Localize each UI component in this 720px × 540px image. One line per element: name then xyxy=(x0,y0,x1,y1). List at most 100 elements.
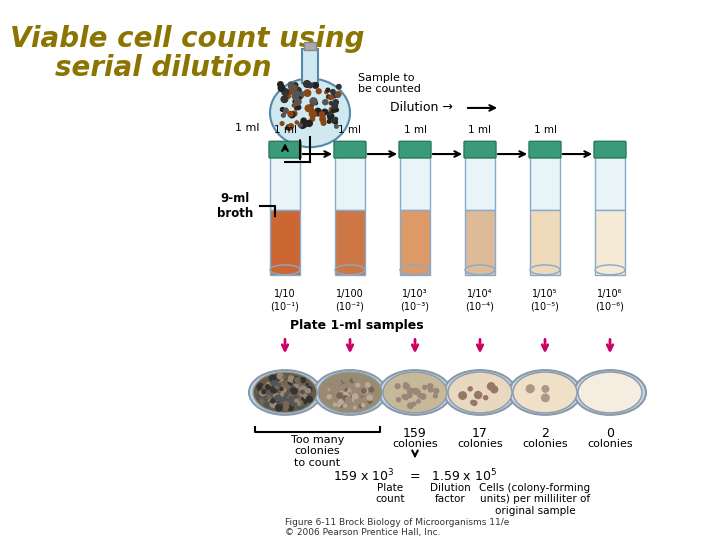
FancyBboxPatch shape xyxy=(270,157,300,210)
Circle shape xyxy=(330,392,335,397)
Circle shape xyxy=(297,403,302,409)
Circle shape xyxy=(420,394,426,399)
Circle shape xyxy=(332,108,336,112)
Circle shape xyxy=(339,385,345,390)
Ellipse shape xyxy=(530,265,560,275)
Circle shape xyxy=(344,390,349,396)
Ellipse shape xyxy=(448,372,512,413)
Circle shape xyxy=(282,404,284,407)
Circle shape xyxy=(278,384,281,386)
Circle shape xyxy=(468,387,472,391)
Circle shape xyxy=(325,390,330,395)
Text: 159: 159 xyxy=(403,427,427,440)
Circle shape xyxy=(336,84,341,89)
Circle shape xyxy=(354,407,356,409)
Ellipse shape xyxy=(400,265,430,275)
Circle shape xyxy=(294,395,297,397)
Text: 2: 2 xyxy=(541,427,549,440)
FancyBboxPatch shape xyxy=(269,141,301,158)
Text: Sample to
be counted: Sample to be counted xyxy=(358,72,421,94)
Ellipse shape xyxy=(578,372,642,413)
Circle shape xyxy=(262,386,266,390)
Circle shape xyxy=(288,376,294,382)
Circle shape xyxy=(289,375,291,377)
Circle shape xyxy=(279,384,284,390)
Circle shape xyxy=(310,117,315,121)
Circle shape xyxy=(300,392,305,396)
Circle shape xyxy=(315,111,320,116)
Circle shape xyxy=(367,395,372,400)
Circle shape xyxy=(260,389,266,395)
Circle shape xyxy=(312,83,318,88)
Circle shape xyxy=(284,402,287,404)
Text: 0: 0 xyxy=(606,427,614,440)
FancyBboxPatch shape xyxy=(400,157,430,210)
Circle shape xyxy=(270,381,274,385)
Circle shape xyxy=(280,403,283,406)
Circle shape xyxy=(359,394,363,398)
Circle shape xyxy=(304,395,307,399)
Circle shape xyxy=(351,395,356,401)
Circle shape xyxy=(305,105,312,112)
Circle shape xyxy=(346,401,351,406)
Circle shape xyxy=(361,403,365,407)
Circle shape xyxy=(338,377,341,380)
Circle shape xyxy=(298,380,300,382)
Circle shape xyxy=(288,111,293,117)
Circle shape xyxy=(267,395,271,399)
Circle shape xyxy=(330,90,335,94)
Circle shape xyxy=(282,89,289,96)
Circle shape xyxy=(353,377,359,382)
Circle shape xyxy=(346,397,351,403)
Circle shape xyxy=(316,89,321,93)
Circle shape xyxy=(298,390,304,395)
Circle shape xyxy=(287,393,292,398)
Circle shape xyxy=(369,387,374,392)
Circle shape xyxy=(295,384,298,387)
Circle shape xyxy=(271,399,275,403)
Circle shape xyxy=(282,113,285,117)
Circle shape xyxy=(286,377,289,381)
Circle shape xyxy=(526,385,534,393)
Circle shape xyxy=(428,388,433,392)
Circle shape xyxy=(280,394,283,396)
Circle shape xyxy=(295,376,297,379)
Circle shape xyxy=(303,398,309,403)
Circle shape xyxy=(274,382,282,389)
Circle shape xyxy=(297,378,300,381)
Circle shape xyxy=(281,400,284,403)
Circle shape xyxy=(335,108,338,112)
Circle shape xyxy=(339,405,342,408)
Circle shape xyxy=(290,386,295,390)
Circle shape xyxy=(291,388,297,394)
Circle shape xyxy=(262,390,266,394)
Circle shape xyxy=(417,400,420,403)
Circle shape xyxy=(296,400,299,403)
Circle shape xyxy=(319,112,325,117)
Circle shape xyxy=(269,383,273,387)
Circle shape xyxy=(280,393,284,396)
Circle shape xyxy=(329,102,333,105)
Text: colonies: colonies xyxy=(457,438,503,449)
Circle shape xyxy=(304,90,310,96)
Circle shape xyxy=(328,113,334,119)
Circle shape xyxy=(281,107,284,111)
Circle shape xyxy=(491,386,498,393)
Circle shape xyxy=(300,387,306,392)
Circle shape xyxy=(363,389,368,394)
Circle shape xyxy=(276,402,279,404)
Circle shape xyxy=(418,394,422,397)
Circle shape xyxy=(367,397,373,402)
Text: 1/100
(10⁻²): 1/100 (10⁻²) xyxy=(336,289,364,311)
Circle shape xyxy=(290,399,295,404)
Circle shape xyxy=(342,401,348,407)
Circle shape xyxy=(294,377,300,382)
Circle shape xyxy=(288,124,293,129)
Text: Too many
colonies
to count: Too many colonies to count xyxy=(291,435,344,468)
Circle shape xyxy=(338,92,341,96)
Circle shape xyxy=(275,396,280,401)
Circle shape xyxy=(306,389,310,393)
Circle shape xyxy=(356,390,361,396)
Circle shape xyxy=(308,84,312,88)
Circle shape xyxy=(328,112,332,115)
